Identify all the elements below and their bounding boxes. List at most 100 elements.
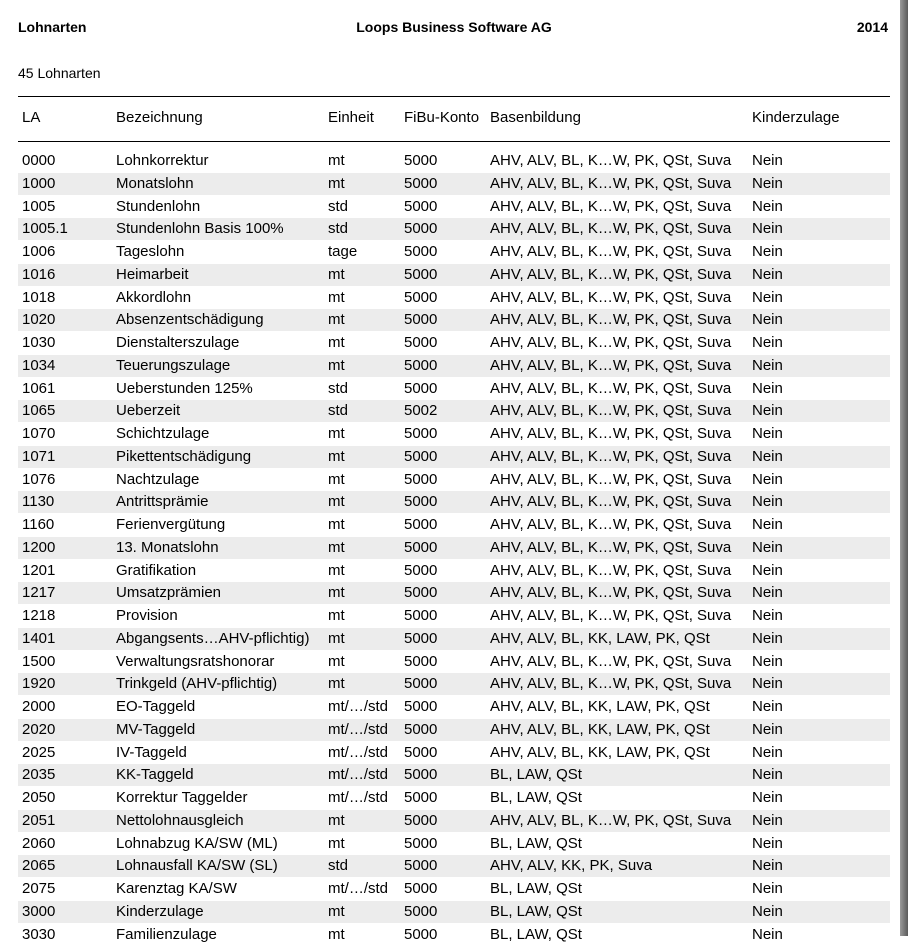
cell: 2035 (22, 766, 56, 784)
cell: 5000 (404, 470, 438, 488)
cell: Nein (752, 789, 783, 806)
cell: Schichtzulage (116, 425, 210, 442)
cell: Pikettentschädigung (116, 447, 252, 465)
cell: Verwaltungsratshonorar (116, 652, 275, 670)
cell: 1401 (22, 629, 56, 647)
cell: Ferienvergütung (116, 516, 226, 533)
cell: 5000 (404, 675, 438, 693)
cell: AHV, ALV, BL, K…W, PK, QSt, Suva (490, 311, 732, 329)
cell: Karenztag KA/SW (116, 880, 237, 897)
cell: 2000 (22, 698, 56, 715)
cell: mt (328, 174, 345, 192)
cell: Nein (752, 152, 783, 169)
cell: Antrittsprämie (116, 493, 209, 511)
cell: Nein (752, 766, 783, 784)
cell: Nein (752, 334, 783, 351)
row-shade (18, 809, 890, 832)
cell: 5000 (404, 379, 438, 397)
cell: Nein (752, 288, 783, 306)
cell: 5000 (404, 516, 438, 533)
cell: mt (328, 470, 345, 488)
cell: mt (328, 675, 345, 693)
cell: Nein (752, 174, 783, 192)
cell: Lohnkorrektur (116, 152, 209, 169)
cell: Nachtzulage (116, 470, 200, 488)
cell: Nein (752, 243, 783, 260)
cell: BL, LAW, QSt (490, 834, 582, 852)
cell: mt (328, 834, 345, 852)
row-shade (18, 263, 890, 286)
cell: Nein (752, 811, 783, 829)
cell: Nein (752, 857, 783, 875)
cell: 1016 (22, 265, 56, 283)
cell: mt/…/std (328, 880, 389, 897)
cell: Kinderzulage (116, 902, 204, 920)
cell: 5000 (404, 356, 438, 374)
cell: Lohnabzug KA/SW (ML) (116, 834, 278, 852)
cell: mt/…/std (328, 789, 389, 806)
cell: 1030 (22, 334, 56, 351)
cell: AHV, ALV, BL, K…W, PK, QSt, Suva (490, 425, 732, 442)
cell: 5000 (404, 698, 438, 715)
cell: 5000 (404, 493, 438, 511)
row-shade (18, 309, 890, 332)
cell: Heimarbeit (116, 265, 189, 283)
cell: 5000 (404, 447, 438, 465)
cell: mt (328, 288, 345, 306)
cell: Absenzentschädigung (116, 311, 264, 329)
cell: AHV, ALV, BL, K…W, PK, QSt, Suva (490, 197, 732, 215)
cell: BL, LAW, QSt (490, 902, 582, 920)
cell: 1076 (22, 470, 56, 488)
cell: std (328, 220, 349, 238)
column-header: Bezeichnung (116, 109, 203, 126)
cell: 13. Monatslohn (116, 538, 219, 556)
cell: Trinkgeld (AHV-pflichtig) (116, 675, 278, 693)
cell: 0000 (22, 152, 56, 169)
cell: AHV, ALV, BL, K…W, PK, QSt, Suva (490, 675, 732, 693)
cell: AHV, ALV, BL, K…W, PK, QSt, Suva (490, 493, 732, 511)
cell: AHV, ALV, BL, K…W, PK, QSt, Suva (490, 265, 732, 283)
cell: 1061 (22, 379, 56, 397)
cell: IV-Taggeld (116, 743, 187, 761)
cell: AHV, ALV, BL, K…W, PK, QSt, Suva (490, 402, 732, 420)
cell: mt (328, 811, 345, 829)
cell: Stundenlohn (116, 197, 201, 215)
cell: 5000 (404, 607, 438, 624)
header-center: Loops Business Software AG (356, 19, 552, 35)
cell: BL, LAW, QSt (490, 766, 582, 784)
cell: 1160 (22, 516, 55, 533)
cell: Ueberzeit (116, 402, 181, 420)
window-edge (900, 0, 908, 936)
cell: Familienzulage (116, 925, 217, 943)
cell: 2065 (22, 857, 56, 875)
cell: AHV, ALV, BL, K…W, PK, QSt, Suva (490, 607, 732, 624)
cell: 2060 (22, 834, 56, 852)
cell: 5000 (404, 652, 438, 670)
cell: AHV, ALV, BL, KK, LAW, PK, QSt (490, 743, 710, 761)
cell: Nein (752, 743, 783, 761)
cell: Nein (752, 470, 783, 488)
cell: 5000 (404, 288, 438, 306)
cell: Nein (752, 675, 783, 693)
cell: Provision (116, 607, 178, 624)
cell: tage (328, 243, 358, 260)
cell: 1217 (22, 584, 56, 602)
cell: mt (328, 493, 345, 511)
cell: mt (328, 925, 345, 943)
cell: BL, LAW, QSt (490, 925, 582, 943)
cell: 5000 (404, 561, 438, 579)
cell: AHV, ALV, BL, K…W, PK, QSt, Suva (490, 356, 732, 374)
cell: 2025 (22, 743, 56, 761)
cell: Gratifikation (116, 561, 197, 579)
cell: 5000 (404, 265, 438, 283)
cell: 5000 (404, 629, 438, 647)
cell: Nein (752, 379, 783, 397)
cell: 1200 (22, 538, 56, 556)
cell: mt (328, 425, 345, 442)
cell: Nein (752, 356, 783, 374)
cell: Nettolohnausgleich (116, 811, 244, 829)
cell: AHV, ALV, BL, K…W, PK, QSt, Suva (490, 288, 732, 306)
cell: mt (328, 447, 345, 465)
cell: AHV, ALV, BL, K…W, PK, QSt, Suva (490, 152, 732, 169)
